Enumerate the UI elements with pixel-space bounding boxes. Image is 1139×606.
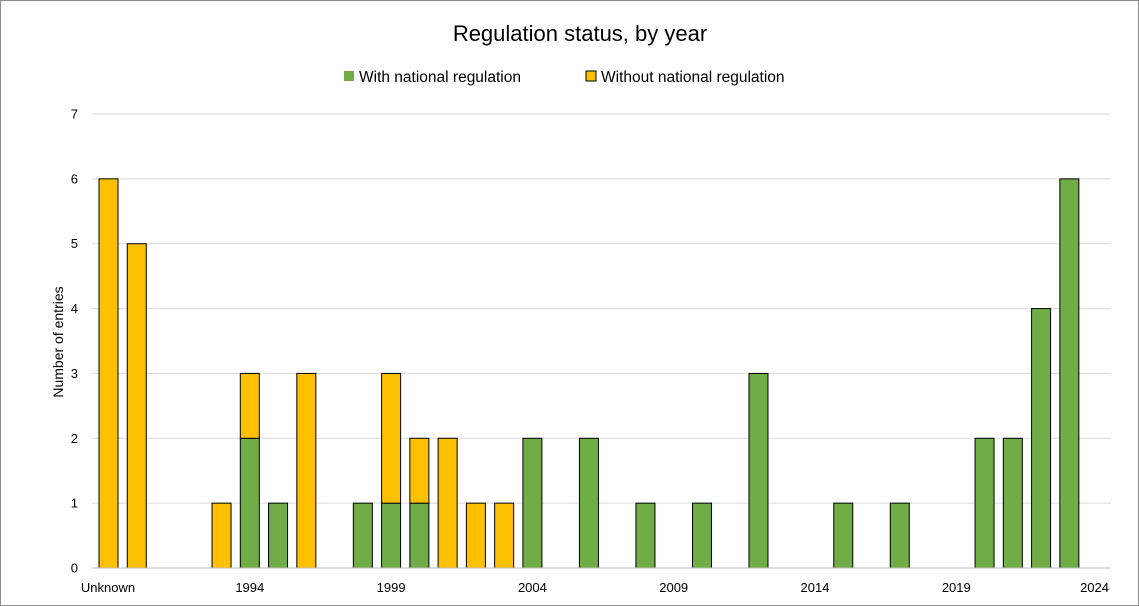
bar-with-regulation: [352, 502, 373, 569]
legend-swatch-with-regulation: [344, 71, 354, 81]
legend-label-with-regulation: With national regulation: [359, 69, 521, 86]
bar-with-regulation: [239, 437, 260, 569]
bar-with-regulation: [691, 502, 712, 569]
x-tick-label: 2009: [659, 580, 688, 595]
x-tick-label: 2004: [518, 580, 547, 595]
bars: [98, 178, 1080, 569]
y-tick-label: 0: [71, 561, 78, 576]
x-tick-label: 2024: [1080, 580, 1109, 595]
bar-with-regulation: [748, 372, 769, 569]
bar-with-regulation: [974, 437, 995, 569]
bar-without-regulation: [494, 502, 515, 569]
y-axis-label: Number of entries: [50, 286, 66, 397]
chart-title: Regulation status, by year: [453, 21, 707, 46]
x-tick-label: 1994: [235, 580, 264, 595]
bar-with-regulation: [268, 502, 289, 569]
y-axis-ticks: 0 1 2 3 4 5 6 7: [71, 107, 78, 576]
gridlines: [92, 113, 1111, 504]
bar-with-regulation: [578, 437, 599, 569]
legend: With national regulation Without nationa…: [344, 69, 785, 86]
x-axis-ticks: Unknown 1994 1999 2004 2009 2014 2019 2024: [81, 580, 1109, 595]
y-tick-label: 1: [71, 496, 78, 511]
x-tick-label: Unknown: [81, 580, 135, 595]
x-tick-label: 2014: [801, 580, 830, 595]
bar-with-regulation: [635, 502, 656, 569]
bar-with-regulation: [409, 502, 430, 569]
bar-without-regulation: [211, 502, 232, 569]
bar-without-regulation: [239, 372, 260, 439]
bar-without-regulation: [409, 437, 430, 504]
x-tick-label: 1999: [377, 580, 406, 595]
bar-without-regulation: [98, 178, 119, 569]
y-tick-label: 5: [71, 236, 78, 251]
bar-with-regulation: [381, 502, 402, 569]
bar-with-regulation: [833, 502, 854, 569]
bar-with-regulation: [1002, 437, 1023, 569]
y-tick-label: 2: [71, 431, 78, 446]
x-tick-label: 2019: [942, 580, 971, 595]
bar-without-regulation: [437, 437, 458, 569]
bar-without-regulation: [381, 372, 402, 504]
bar-with-regulation: [522, 437, 543, 569]
bar-without-regulation: [126, 243, 147, 569]
bar-without-regulation: [296, 372, 317, 569]
bar-without-regulation: [465, 502, 486, 569]
bar-with-regulation: [1059, 178, 1080, 569]
bar-with-regulation: [889, 502, 910, 569]
y-tick-label: 3: [71, 366, 78, 381]
y-tick-label: 4: [71, 301, 78, 316]
legend-label-without-regulation: Without national regulation: [601, 69, 785, 86]
y-tick-label: 7: [71, 107, 78, 122]
y-tick-label: 6: [71, 171, 78, 186]
legend-swatch-without-regulation: [585, 70, 597, 82]
bar-with-regulation: [1031, 308, 1052, 569]
